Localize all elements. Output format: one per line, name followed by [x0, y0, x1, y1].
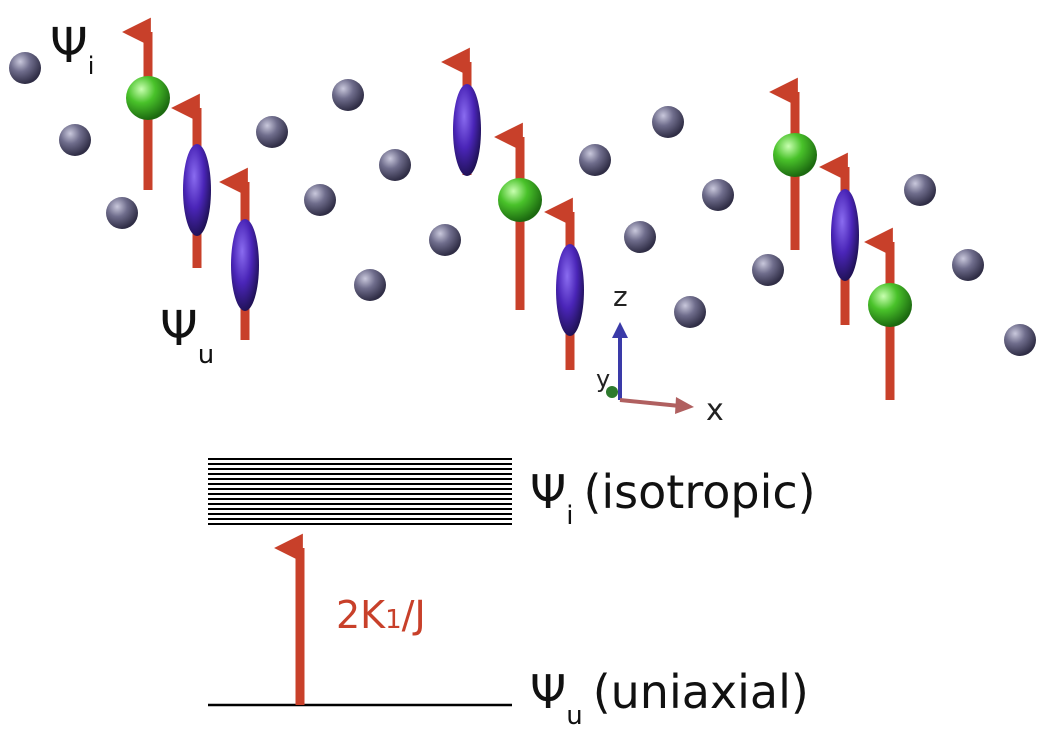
atom — [752, 254, 784, 286]
lattice-label: Ψi — [50, 18, 94, 80]
atom — [9, 52, 41, 84]
subscript: i — [88, 52, 95, 80]
atom — [904, 174, 936, 206]
atom — [429, 224, 461, 256]
atom — [952, 249, 984, 281]
uniaxial-atom — [453, 84, 481, 176]
atom — [332, 79, 364, 111]
axis-label: y — [596, 365, 610, 393]
transition-label: 2K1/J — [336, 593, 426, 637]
spins — [122, 17, 912, 400]
atom — [579, 144, 611, 176]
atom — [59, 124, 91, 156]
atom — [702, 179, 734, 211]
axis-label: z — [613, 280, 628, 313]
description: (uniaxial) — [593, 665, 809, 719]
isotropic-atom — [498, 178, 542, 222]
text: 2K — [336, 593, 386, 637]
isotropic-atom — [126, 76, 170, 120]
uniaxial-atom — [831, 189, 859, 281]
isotropic-atom — [773, 133, 817, 177]
atom — [256, 116, 288, 148]
lattice-label: Ψu — [160, 301, 214, 370]
subscript: u — [198, 340, 214, 370]
symbol: Ψ — [160, 301, 198, 357]
uniaxial-atom — [556, 244, 584, 336]
level-label: Ψu (uniaxial) — [530, 665, 809, 731]
coordinate-axes: z y x — [596, 280, 724, 428]
atom — [304, 184, 336, 216]
description: (isotropic) — [583, 465, 815, 519]
atom — [1004, 324, 1036, 356]
atom — [106, 197, 138, 229]
level-label: Ψi (isotropic) — [530, 465, 816, 531]
symbol: Ψ — [50, 18, 88, 74]
symbol: Ψ — [530, 465, 566, 519]
atom — [652, 106, 684, 138]
suffix: /J — [402, 593, 426, 637]
subscript: 1 — [385, 605, 402, 635]
subscript: u — [566, 701, 582, 731]
isotropic-atom — [868, 283, 912, 327]
energy-levels — [208, 458, 512, 707]
axis-label: x — [706, 393, 724, 428]
atom — [354, 269, 386, 301]
subscript: i — [566, 501, 573, 531]
atom — [379, 149, 411, 181]
lattice-atoms — [9, 52, 1036, 356]
uniaxial-atom — [231, 219, 259, 311]
atom — [624, 221, 656, 253]
atom — [674, 296, 706, 328]
symbol: Ψ — [530, 665, 566, 719]
uniaxial-atom — [183, 144, 211, 236]
